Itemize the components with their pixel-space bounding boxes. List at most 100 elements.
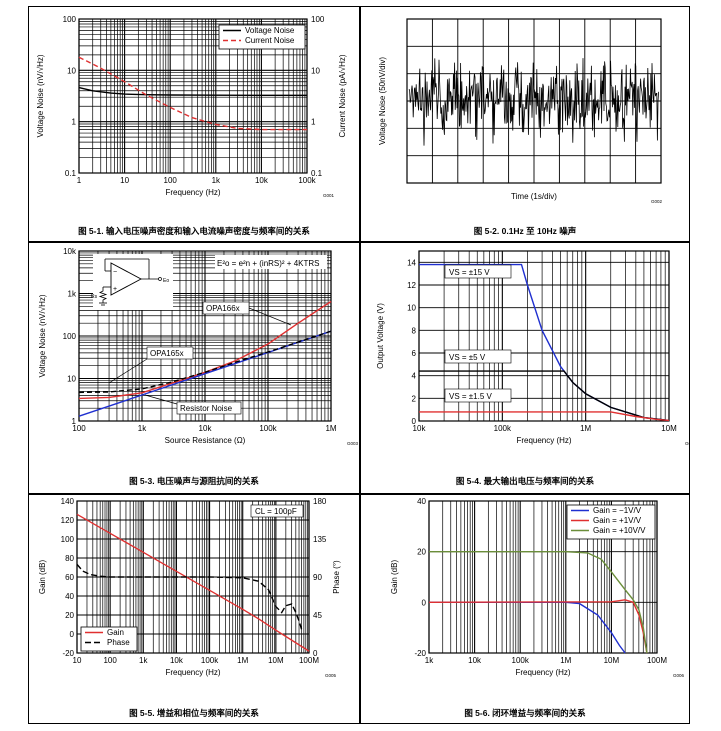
annotation-box-2 [444,388,512,403]
y-tick-label: 4 [412,372,417,381]
cell-fig-5-5: 10 100 1k 10k 100k 1M 10M 100M -20 0 20 40 60 80 100 12… [28,494,360,724]
eo-label: Eo [163,278,169,284]
x-tick-label: 10 [120,176,129,185]
annotation-load: CL = 100pF [255,507,297,516]
x-tick-label: 100M [299,656,319,665]
x-tick-label: 1M [325,424,336,433]
caption-fig-5-6: 图 5-6. 闭环增益与频率间的关系 [464,708,586,718]
y-tick-label: 20 [417,548,426,557]
figure-code: G001 [323,193,335,198]
x-tick-label: 100k [494,424,512,433]
annotation-opa166x: OPA166x [206,304,240,313]
y2-tick-label: 1 [311,118,316,127]
y-tick-label: 0.1 [65,169,77,178]
figure-code: G004 [685,441,689,446]
minus-sign: − [113,269,117,276]
equation-label: E²o = e²n + (inRS)² + 4KTRS [217,259,319,268]
annotation-box-resistor-noise [176,401,242,415]
y-tick-label: -20 [414,649,426,658]
annotation-resistor-noise: Resistor Noise [180,404,233,413]
caption-fig-5-4: 图 5-4. 最大输出电压与频率间的关系 [455,476,595,486]
annotation-box-1 [444,349,512,364]
y2-tick-label: 10 [311,66,320,75]
x-tick-label: 10M [604,656,620,665]
y2-tick-label: 0 [313,649,318,658]
figure-code: G003 [347,441,359,446]
y-tick-label: 120 [61,516,75,525]
x-tick-label: 1M [580,424,591,433]
plot-area [78,250,332,422]
chart-closed-loop-gain: 1k 10k 100k 1M 10M 100M -20 0 20 40 Frequency (Hz)… [390,497,685,678]
x-tick-label: 100 [72,424,86,433]
series-line-0 [78,86,307,97]
chart-voltage-current-noise: 1 10 100 1k 10k 100k0.11101000.1110100Frequen… [36,15,347,198]
x-tick-label: 100 [164,176,178,185]
x-tick-label: 10M [268,656,284,665]
x-tick-label: 1M [237,656,248,665]
x-axis-label: Source Resistance (Ω) [165,436,246,445]
y2-tick-label: 90 [313,573,322,582]
chart-gain-phase: 10 100 1k 10k 100k 1M 10M 100M -20 0 20 40 60 80 100 12… [38,497,341,678]
x-axis-label: Frequency (Hz) [515,668,570,677]
series-line-0 [76,513,310,652]
chart-noise-vs-source-resistance: 100 1k 10k 100k 1M 1 10 100 1k 10k Source Resistan… [38,247,359,446]
cell-fig-5-3: 100 1k 10k 100k 1M 1 10 100 1k 10k Source Resistan… [28,242,360,494]
legend-label-2: Gain = +10V/V [593,526,646,535]
x-tick-label: 100 [103,656,117,665]
y2-tick-label: 180 [313,497,327,506]
y-tick-label: 0 [422,598,427,607]
plot-frame [78,250,332,422]
y-tick-label: 10k [63,247,77,256]
x-tick-label: 100M [647,656,667,665]
y-tick-label: -20 [62,649,74,658]
x-tick-label: 10k [468,656,482,665]
x-tick-label: 10k [170,656,184,665]
plus-sign: + [113,286,117,293]
y-tick-label: 1 [72,118,77,127]
y-tick-label: 100 [63,15,77,24]
y-axis-label: Voltage Noise (nV/√Hz) [38,294,47,377]
y-tick-label: 10 [407,304,416,313]
y-tick-label: 40 [417,497,426,506]
annotation-opa165x: OPA165x [150,349,184,358]
y-axis-label: Voltage Noise (nV/√Hz) [36,54,45,137]
figure-code: G005 [325,673,337,678]
series-line-1 [428,599,648,654]
series-line-2 [429,551,648,654]
y-tick-label: 0 [70,630,75,639]
y-tick-label: 6 [412,349,417,358]
y2-axis-label: Current Noise (pA/√Hz) [338,54,347,137]
cell-fig-5-2: Time (1s/div) Voltage Noise (50nV/div) G00… [360,6,690,242]
y2-tick-label: 45 [313,611,322,620]
annotation-leader-opa165x [108,358,148,384]
x-tick-label: 100k [201,656,219,665]
y-tick-label: 140 [61,497,75,506]
x-tick-label: 1k [138,424,147,433]
plot-frame [406,18,662,184]
x-tick-label: 10k [413,424,427,433]
plot-frame [418,250,670,422]
y2-tick-label: 135 [313,535,327,544]
y-tick-label: 80 [65,554,74,563]
output-terminal-icon [158,277,162,281]
resistor-icon [98,287,108,303]
y-tick-label: 100 [61,535,75,544]
annotation-leader-resistor-noise [144,394,178,405]
y-tick-label: 100 [63,332,77,341]
x-axis-label: Frequency (Hz) [165,668,220,677]
x-tick-label: 10k [255,176,269,185]
series-line-1 [78,56,307,131]
y-tick-label: 8 [412,326,417,335]
series-line-2 [78,330,332,394]
y-tick-label: 0 [412,417,417,426]
annotation-leader-opa166x [248,307,292,326]
y-axis-label: Output Voltage (V) [376,303,385,369]
x-tick-label: 1 [77,176,82,185]
series-noise-trace [408,58,659,146]
legend-label-1: Current Noise [245,36,295,45]
annotation-supply-1: VS = ±5 V [449,353,486,362]
